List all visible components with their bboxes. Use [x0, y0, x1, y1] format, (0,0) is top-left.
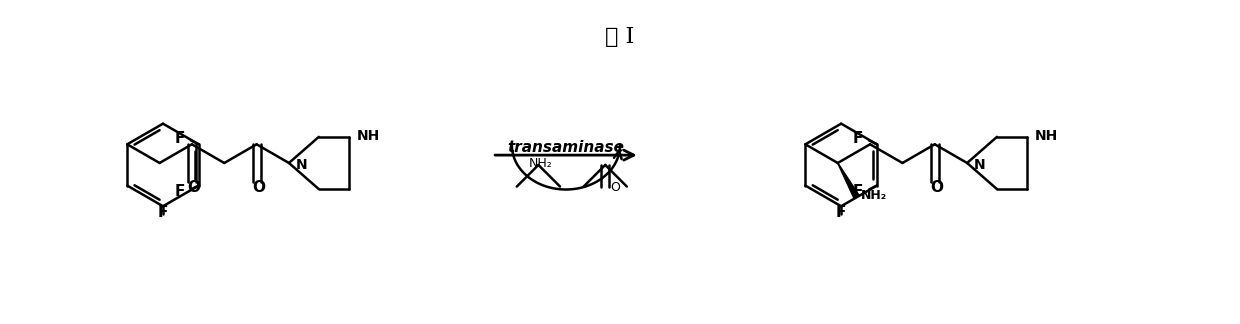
Text: O: O — [930, 180, 944, 195]
Text: F: F — [175, 184, 185, 199]
Text: F: F — [836, 205, 847, 220]
Polygon shape — [837, 163, 859, 198]
Text: O: O — [610, 181, 620, 194]
Text: NH₂: NH₂ — [528, 157, 552, 170]
Text: O: O — [187, 180, 201, 195]
Text: transaminase: transaminase — [507, 140, 625, 156]
Text: F: F — [853, 184, 863, 199]
Text: N: N — [973, 158, 986, 172]
Text: F: F — [157, 205, 169, 220]
Text: NH: NH — [357, 129, 379, 143]
Text: 式 I: 式 I — [605, 26, 635, 48]
Text: F: F — [175, 131, 185, 146]
Text: NH₂: NH₂ — [862, 189, 888, 202]
Text: F: F — [853, 131, 863, 146]
Text: N: N — [296, 158, 308, 172]
Text: O: O — [252, 180, 265, 195]
Text: NH: NH — [1034, 129, 1058, 143]
